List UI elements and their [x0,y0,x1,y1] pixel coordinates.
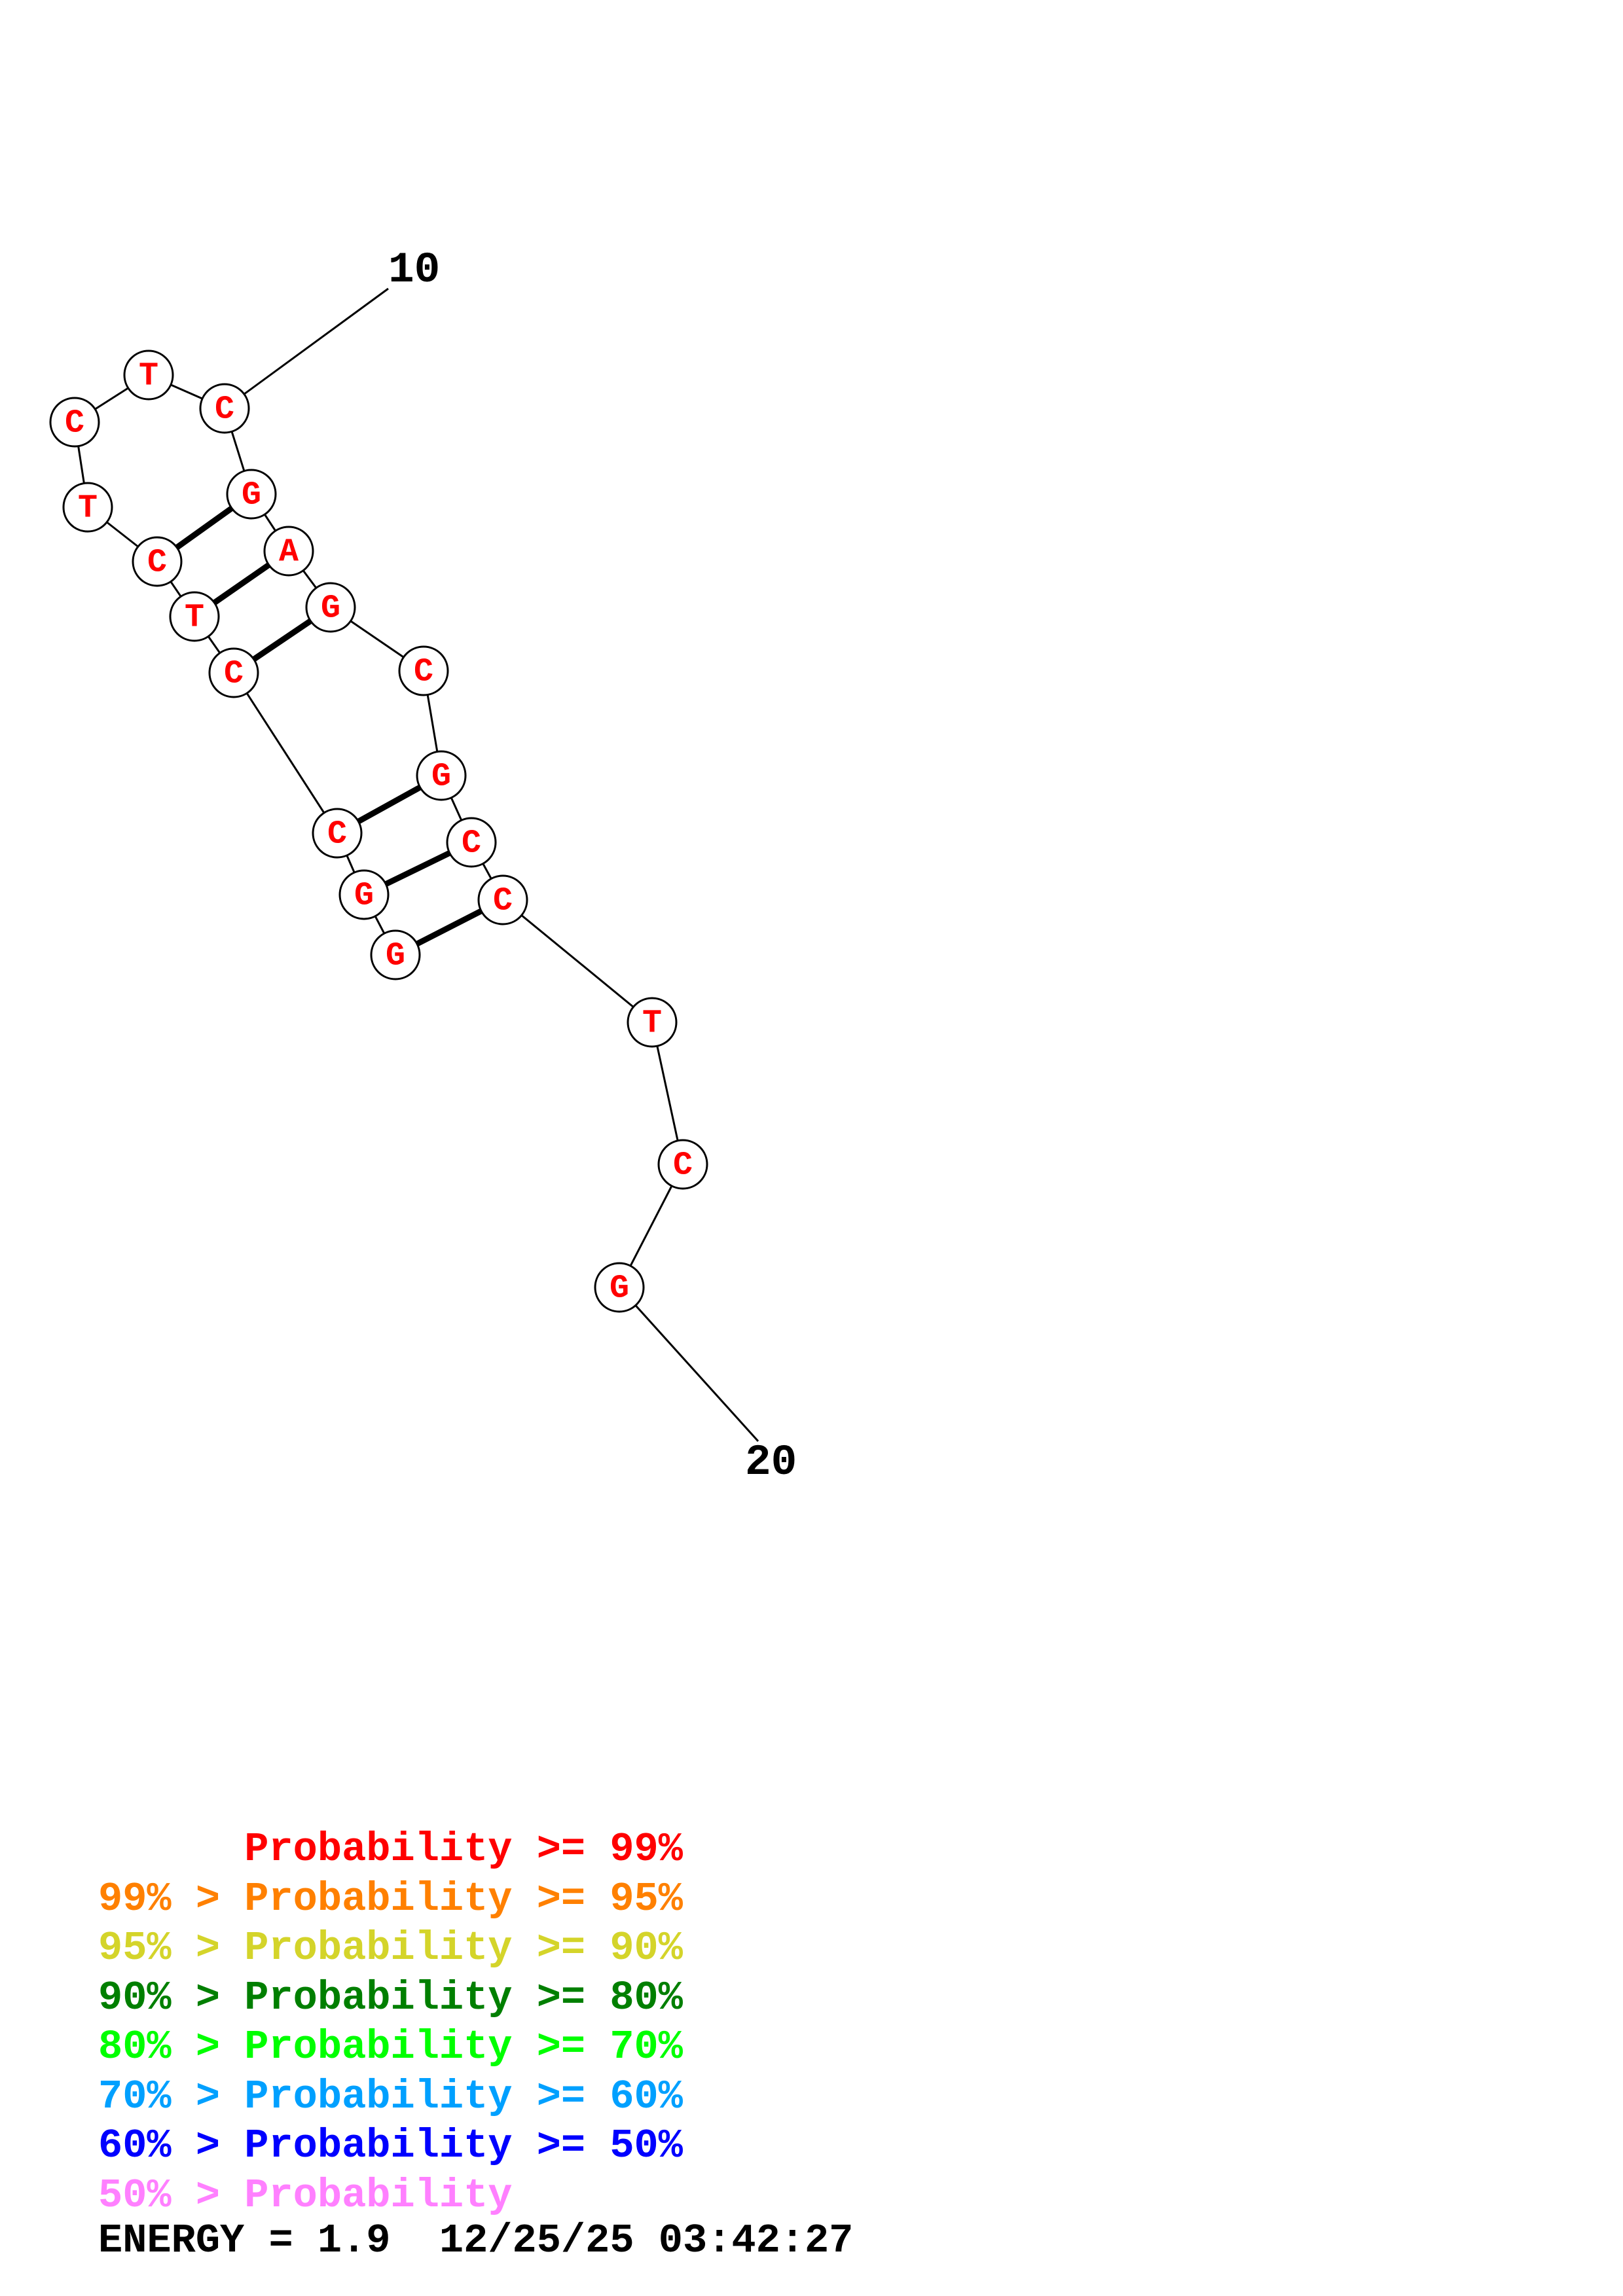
legend-text: Probability >= 99% [244,1826,683,1873]
base-pair-bonds [154,491,506,958]
nucleotide-letter: C [147,545,167,582]
nucleotide-letter: T [642,1005,662,1043]
nucleotide-letter: G [242,477,261,514]
nucleotide-letter: C [493,883,513,920]
nucleotide-letter: T [185,600,204,637]
nucleotide-circle [305,582,356,633]
legend-row: Probability >= 99% [98,1825,683,1874]
energy-footer: ENERGY = 1.9 12/25/25 03:42:27 [98,2217,854,2264]
nucleotide: C [49,397,100,448]
nucleotide-circle [370,929,421,980]
nucleotide: C [657,1139,708,1190]
legend-prefix: 95% > [98,1925,245,1971]
probability-legend: Probability >= 99% 99% > Probability >= 9… [98,1825,683,2220]
nucleotide-letter: G [354,878,374,915]
backbone-segment [224,287,389,410]
legend-prefix: 70% > [98,2073,245,2120]
nucleotide-circle [263,526,314,577]
backbone-segment [502,899,653,1024]
nucleotide-circle [199,383,250,434]
nucleotide-letter: C [224,656,244,693]
nucleotide: T [123,350,174,401]
legend-row: 95% > Probability >= 90% [98,1924,683,1973]
legend-row: 50% > Probability [98,2171,683,2221]
legend-row: 60% > Probability >= 50% [98,2121,683,2171]
nucleotide-letter: C [215,391,234,429]
nucleotide: C [477,874,528,925]
legend-text: Probability >= 80% [244,1974,683,2021]
nucleotide: G [416,750,467,801]
legend-prefix: 60% > [98,2123,245,2169]
nucleotide: T [62,482,113,533]
nucleotide-letter: C [65,405,84,442]
nucleotide-letter: G [386,938,405,975]
nucleotide: G [226,469,277,520]
nucleotide-letter: G [610,1270,629,1308]
nucleotide-circle [477,874,528,925]
nucleotide-circle [208,647,259,698]
nucleotide-circle [49,397,100,448]
legend-prefix: 50% > [98,2172,245,2219]
nucleotide-letter: C [462,825,481,863]
nucleotide: C [312,808,363,859]
nucleotide-letter: C [414,654,433,691]
nucleotide-circle [594,1262,645,1313]
nucleotide: G [305,582,356,633]
legend-row: 90% > Probability >= 80% [98,1973,683,2023]
nucleotide: G [594,1262,645,1313]
nucleotide-letter: G [321,590,340,628]
nucleotide: A [263,526,314,577]
backbone-segment [618,1286,759,1443]
nucleotide-circle [62,482,113,533]
nucleotide: C [446,817,497,868]
nucleotide: G [338,869,390,920]
nucleotide-letter: C [327,816,347,853]
nucleotide-circle [123,350,174,401]
nucleotide-circle [132,536,183,587]
nucleotide: G [370,929,421,980]
nucleotide: C [208,647,259,698]
nucleotide-letter: T [139,358,158,395]
nucleotide: T [169,591,220,642]
nucleotide: C [199,383,250,434]
nucleotide-circle [338,869,390,920]
nucleotide-circle [398,645,449,696]
legend-text: Probability >= 95% [244,1875,683,1922]
legend-prefix: 90% > [98,1974,245,2021]
nucleotide-circle [446,817,497,868]
nucleotide-letter: C [673,1147,693,1185]
nucleotide-circle [416,750,467,801]
nucleotide-circle [657,1139,708,1190]
legend-text: Probability >= 60% [244,2073,683,2120]
backbone-lines [73,287,759,1443]
index-label-10: 10 [388,245,440,295]
nucleotide: C [132,536,183,587]
nucleotide-letter: G [431,759,451,796]
legend-prefix: 99% > [98,1875,245,1922]
nucleotide-circle [312,808,363,859]
legend-prefix: 80% > [98,2024,245,2070]
index-label-20: 20 [745,1438,797,1487]
legend-text: Probability >= 50% [244,2123,683,2169]
nucleotide-circle [226,469,277,520]
index-labels: 10 20 [388,245,797,1487]
legend-row: 99% > Probability >= 95% [98,1874,683,1924]
legend-text: Probability >= 70% [244,2024,683,2070]
legend-row: 80% > Probability >= 70% [98,2022,683,2072]
legend-row: 70% > Probability >= 60% [98,2072,683,2122]
nucleotide-letter: A [279,534,299,571]
nucleotide: C [398,645,449,696]
nucleotide-circle [169,591,220,642]
nucleotide: T [627,997,678,1048]
backbone-segment [232,672,338,834]
nucleotide-letter: T [78,490,98,528]
legend-prefix [98,1826,244,1873]
legend-text: Probability [244,2172,513,2219]
legend-text: Probability >= 90% [244,1925,683,1971]
nucleotide-circle [627,997,678,1048]
